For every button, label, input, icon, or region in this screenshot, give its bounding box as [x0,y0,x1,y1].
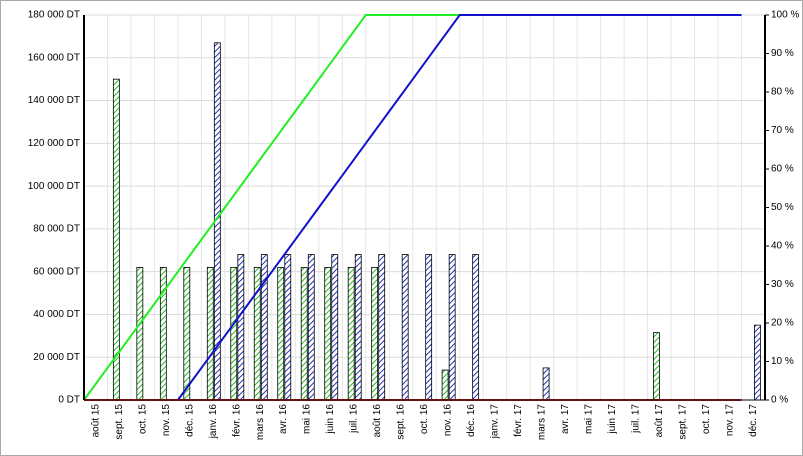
bar [277,266,285,401]
bar [260,254,268,401]
y2-tick-label: 10 % [771,356,794,367]
bar [354,254,362,401]
y-tick-label: 60 000 DT [33,266,80,277]
bar [183,266,191,401]
x-tick-label: oct. 16 [419,404,430,434]
x-tick-label: mai 16 [302,404,313,434]
x-tick-label: août 15 [90,404,101,438]
y-tick-label: 120 000 DT [28,138,80,149]
y2-tick-label: 70 % [771,125,794,136]
bar [425,254,433,401]
y2-tick-label: 100 % [771,10,799,21]
y-tick-label: 100 000 DT [28,181,80,192]
x-tick-label: juil. 16 [349,404,360,434]
bar [754,324,761,401]
bar [331,254,339,401]
y2-tick-label: 30 % [771,279,794,290]
x-tick-label: mars 17 [537,404,548,441]
x-tick-label: août 17 [654,404,665,438]
x-tick-label: juin 17 [607,404,618,435]
bar [324,266,332,401]
x-tick-label: nov. 16 [443,404,454,436]
y-tick-label: 140 000 DT [28,95,80,106]
x-tick-label: nov. 15 [161,404,172,436]
bar [206,266,214,401]
x-tick-label: sept. 17 [677,404,688,440]
x-tick-label: avr. 16 [278,404,289,434]
x-tick-label: oct. 17 [701,404,712,434]
x-tick-label: sept. 16 [396,404,407,440]
x-tick-label: mai 17 [584,404,595,434]
bar [542,367,550,401]
x-tick-label: janv. 17 [490,404,501,440]
bar [401,254,409,401]
bar [284,254,292,401]
y-tick-label: 40 000 DT [33,309,80,320]
y-tick-label: 0 DT [58,395,80,406]
y-tick-label: 180 000 DT [28,10,80,21]
bar [378,254,386,401]
bar [230,266,238,401]
line [177,14,742,401]
bar [300,266,308,401]
y2-tick-label: 90 % [771,48,794,59]
y2-tick-label: 40 % [771,241,794,252]
y2-tick-label: 50 % [771,202,794,213]
x-tick-label: oct. 15 [137,404,148,434]
x-tick-label: mars 16 [255,404,266,441]
bar [136,266,144,401]
bar [371,266,379,401]
bar [448,254,456,401]
x-tick-label: sept. 15 [114,404,125,440]
y2-tick-label: 60 % [771,164,794,175]
bar [653,332,660,401]
x-tick-label: nov. 17 [724,404,735,436]
y2-tick-label: 0 % [771,395,788,406]
bar [472,254,480,401]
x-tick-label: août 16 [372,404,383,438]
x-tick-label: juin 16 [325,404,336,435]
x-tick-label: déc. 16 [466,404,477,437]
bar [307,254,315,401]
x-tick-label: févr. 17 [513,404,524,437]
x-tick-label: déc. 17 [748,404,759,437]
bar [237,254,245,401]
y-tick-label: 20 000 DT [33,352,80,363]
bar [441,369,449,401]
x-tick-label: avr. 17 [560,404,571,434]
y2-tick-label: 20 % [771,318,794,329]
x-tick-label: janv. 16 [208,404,219,440]
x-tick-label: déc. 15 [184,404,195,437]
y-tick-label: 160 000 DT [28,52,80,63]
bar [347,266,355,401]
x-tick-label: févr. 16 [231,404,242,437]
y2-tick-label: 80 % [771,87,794,98]
x-tick-label: juil. 17 [630,404,641,434]
y-tick-label: 80 000 DT [33,224,80,235]
